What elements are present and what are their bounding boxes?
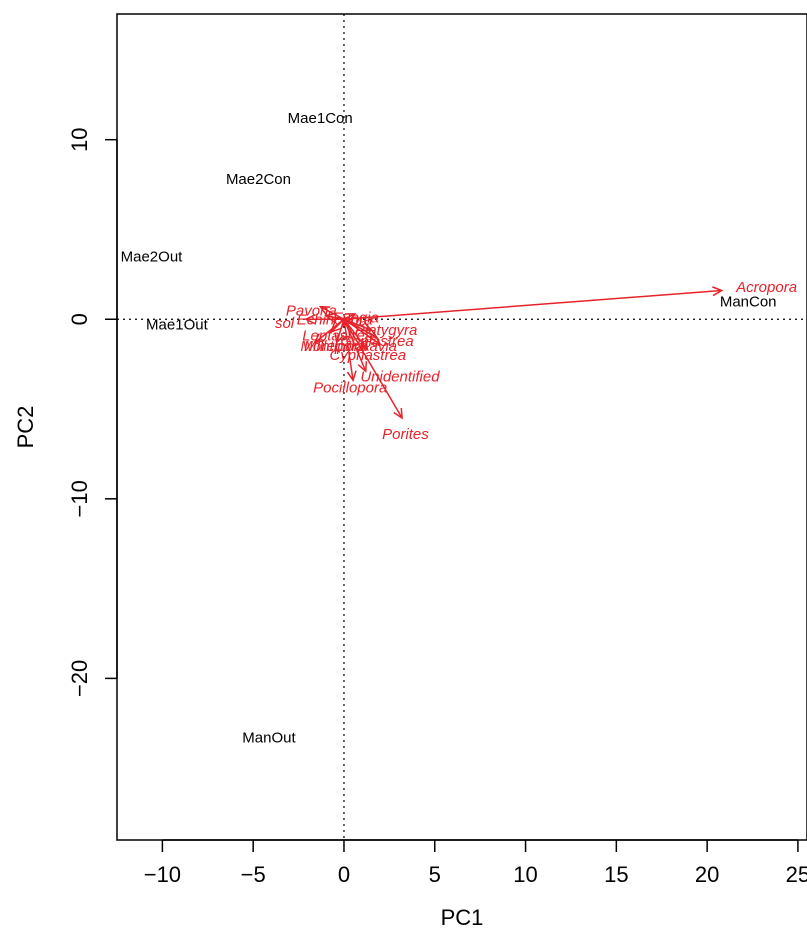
site-label: Mae2Con — [226, 171, 291, 188]
x-axis-title: PC1 — [441, 905, 484, 930]
y-tick-label: 0 — [67, 313, 92, 325]
species-arrowhead — [393, 407, 403, 420]
species-label: Millepora — [304, 338, 365, 355]
x-tick-label: 20 — [695, 862, 719, 887]
species-arrow — [343, 289, 722, 321]
species-arrow — [330, 318, 345, 333]
species-arrow — [343, 318, 369, 351]
site-label: ManCon — [720, 293, 777, 310]
species-label: Pocillopora — [313, 379, 387, 396]
species-arrowhead — [344, 313, 357, 323]
y-axis: −20 −10 0 10 — [67, 127, 118, 697]
species-arrowhead — [330, 322, 341, 334]
x-tick-label: 0 — [338, 862, 350, 887]
species-arrow — [335, 319, 345, 343]
x-tick-label: 15 — [604, 862, 628, 887]
species-label: Favia — [360, 338, 397, 355]
species-label: Porites — [382, 426, 429, 443]
species-arrowhead — [313, 333, 325, 344]
species-label: Pavona — [286, 302, 337, 319]
species-arrowhead — [334, 332, 345, 345]
species-arrowhead — [357, 361, 368, 373]
site-label: Mae1Out — [146, 317, 209, 334]
species-arrow — [325, 314, 345, 320]
species-arrowhead — [304, 314, 316, 325]
x-tick-label: 25 — [786, 862, 807, 887]
species-label: Unidentified — [360, 369, 440, 386]
species-label: Cyphastrea — [329, 347, 406, 364]
species-label: Montipora — [300, 338, 367, 355]
y-axis-title: PC2 — [13, 406, 38, 449]
species-arrow — [343, 319, 354, 381]
site-labels: Mae1Con Mae2Con Mae2Out Mae1Out ManCon ManOut — [121, 110, 777, 747]
site-label: Mae1Con — [288, 110, 353, 127]
site-label: Mae2Out — [121, 248, 184, 265]
species-arrow — [343, 313, 356, 320]
x-tick-label: 5 — [429, 862, 441, 887]
species-arrow — [343, 318, 381, 346]
x-axis: −10 −5 0 5 10 15 20 25 — [144, 839, 807, 887]
species-label: Leptastrea — [302, 327, 373, 344]
species-arrowhead — [370, 335, 382, 346]
x-tick-label: −5 — [241, 862, 266, 887]
species-label: Platygyra — [355, 322, 418, 339]
species-arrow — [343, 318, 403, 419]
x-tick-label: −10 — [144, 862, 181, 887]
species-arrow — [343, 318, 367, 372]
species-arrowhead — [324, 312, 336, 323]
y-tick-label: −10 — [67, 480, 92, 517]
y-tick-label: 10 — [67, 127, 92, 151]
species-label: Fungia — [333, 309, 379, 326]
species-label: Echinopora — [297, 311, 373, 328]
species-arrowhead — [366, 328, 379, 339]
site-label: ManOut — [242, 730, 296, 747]
species-arrowhead — [361, 322, 373, 332]
species-label: sol — [275, 315, 295, 332]
species-label: Goniastrea — [340, 333, 413, 350]
species-arrowhead — [712, 286, 724, 297]
species-arrowhead — [318, 305, 331, 316]
x-tick-label: 10 — [513, 862, 537, 887]
species-arrowhead — [346, 370, 357, 383]
plot-frame — [116, 13, 807, 841]
species-arrow — [343, 318, 378, 338]
y-tick-label: −20 — [67, 660, 92, 697]
species-label: Acropora — [735, 279, 797, 296]
species-arrows — [304, 286, 724, 420]
species-arrow — [320, 306, 345, 320]
species-arrowhead — [358, 339, 369, 352]
